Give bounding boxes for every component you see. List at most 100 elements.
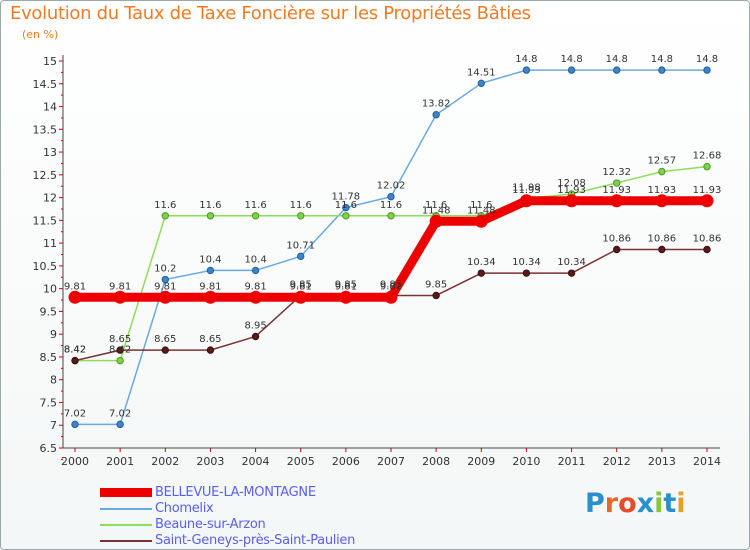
x-tick-label: 2003: [196, 455, 224, 468]
data-point-0: [565, 194, 579, 208]
data-label-1: 12.02: [377, 181, 406, 192]
data-point-3: [522, 269, 531, 277]
data-point-0: [655, 194, 669, 208]
data-label-0: 11.93: [557, 185, 586, 196]
data-label-2: 11.6: [380, 200, 402, 211]
data-label-3: 8.95: [244, 320, 266, 331]
data-label-1: 10.4: [199, 254, 221, 265]
data-label-1: 14.8: [606, 54, 628, 65]
y-tick-label: 7.5: [40, 396, 58, 409]
data-label-2: 11.6: [154, 200, 176, 211]
data-point-0: [700, 194, 714, 208]
data-label-3: 8.65: [154, 334, 176, 345]
data-label-3: 9.85: [380, 279, 402, 290]
data-label-0: 9.81: [64, 281, 86, 292]
data-point-2: [703, 162, 711, 171]
legend-swatch: [100, 540, 152, 542]
data-point-2: [251, 212, 260, 220]
data-label-0: 11.93: [693, 185, 722, 196]
data-label-2: 11.98: [512, 182, 541, 193]
data-label-1: 14.8: [515, 54, 537, 65]
data-point-3: [432, 291, 440, 300]
y-tick-label: 9: [50, 328, 57, 341]
data-label-1: 14.8: [560, 54, 582, 65]
data-label-3: 9.85: [425, 279, 447, 290]
y-tick-label: 8.5: [40, 351, 58, 364]
data-label-0: 9.81: [199, 281, 221, 292]
data-point-1: [613, 66, 621, 74]
data-point-0: [249, 290, 263, 304]
data-point-0: [203, 290, 217, 304]
data-label-2: 11.6: [425, 200, 447, 211]
legend-label: BELLEVUE-LA-MONTAGNE: [155, 485, 316, 500]
data-label-2: 11.6: [470, 200, 492, 211]
data-point-1: [387, 192, 395, 201]
legend-swatch: [100, 524, 152, 526]
data-point-2: [613, 179, 621, 187]
y-tick-label: 10: [43, 283, 57, 296]
data-label-3: 9.85: [335, 279, 357, 290]
data-point-0: [294, 290, 308, 304]
y-tick-label: 11: [43, 237, 57, 250]
data-label-3: 10.86: [602, 233, 631, 244]
data-label-0: 11.93: [512, 185, 541, 196]
data-point-0: [339, 290, 353, 304]
data-point-0: [113, 290, 127, 304]
x-tick-label: 2006: [332, 455, 360, 468]
data-point-3: [71, 356, 79, 365]
data-label-3: 10.86: [693, 233, 722, 244]
data-point-3: [161, 346, 169, 354]
data-point-2: [387, 212, 395, 220]
x-tick-label: 2010: [512, 455, 540, 468]
data-point-0: [610, 194, 624, 208]
y-tick-label: 13.5: [33, 123, 58, 136]
data-point-0: [429, 214, 443, 228]
legend-label: Chomelix: [155, 501, 214, 516]
data-label-3: 8.65: [109, 334, 131, 345]
data-label-2: 11.6: [199, 200, 221, 211]
data-point-2: [161, 212, 169, 220]
data-point-1: [116, 420, 124, 429]
data-point-3: [567, 269, 576, 277]
x-tick-label: 2012: [603, 455, 631, 468]
data-label-2: 8.42: [64, 345, 86, 356]
data-label-2: 11.6: [244, 200, 266, 211]
data-label-3: 10.34: [512, 257, 541, 268]
data-point-3: [477, 269, 485, 277]
data-label-3: 8.42: [64, 345, 86, 356]
x-tick-label: 2002: [151, 455, 179, 468]
data-label-2: 12.32: [602, 167, 631, 178]
data-label-1: 7.02: [109, 408, 131, 419]
data-point-3: [116, 346, 124, 354]
y-tick-label: 13: [43, 146, 57, 159]
data-point-0: [68, 290, 82, 304]
data-point-1: [251, 266, 260, 275]
data-point-1: [342, 203, 350, 212]
data-point-0: [519, 194, 533, 208]
data-label-2: 11.6: [335, 200, 357, 211]
data-label-1: 7.02: [64, 408, 86, 419]
data-label-2: 12.68: [693, 151, 722, 162]
data-label-0: 9.81: [290, 281, 312, 292]
y-tick-label: 6.5: [40, 442, 58, 455]
data-label-3: 10.86: [648, 233, 677, 244]
data-label-0: 9.81: [154, 281, 176, 292]
data-point-2: [116, 356, 124, 365]
x-tick-label: 2001: [106, 455, 134, 468]
data-point-1: [658, 66, 666, 74]
data-label-1: 14.8: [651, 54, 673, 65]
data-point-1: [297, 252, 305, 261]
proxiti-logo: Proxiti: [585, 488, 686, 519]
chart-title: Evolution du Taux de Taxe Foncière sur l…: [10, 3, 531, 24]
data-point-3: [658, 245, 666, 254]
x-tick-label: 2004: [242, 455, 270, 468]
y-tick-label: 12.5: [33, 169, 58, 182]
data-label-0: 11.48: [422, 205, 451, 216]
y-tick-label: 14: [43, 101, 57, 114]
x-tick-label: 2008: [422, 455, 450, 468]
data-point-0: [384, 290, 398, 304]
data-point-2: [658, 167, 666, 176]
x-tick-label: 2013: [648, 455, 676, 468]
